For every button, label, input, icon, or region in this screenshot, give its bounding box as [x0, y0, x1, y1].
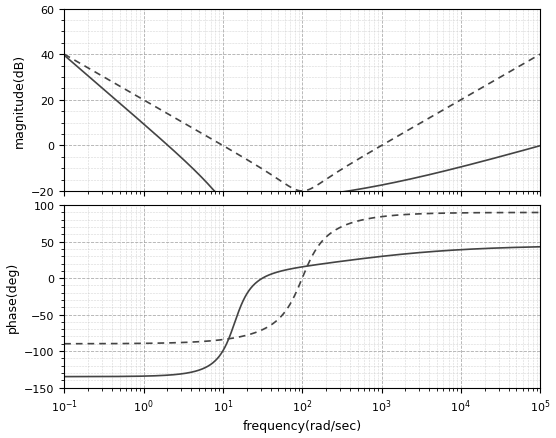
X-axis label: frequency(rad/sec): frequency(rad/sec) [242, 420, 362, 432]
Y-axis label: phase(deg): phase(deg) [6, 261, 18, 332]
Y-axis label: magnitude(dB): magnitude(dB) [12, 53, 26, 148]
